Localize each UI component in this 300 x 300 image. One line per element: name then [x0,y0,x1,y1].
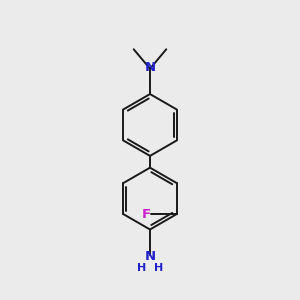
Text: H: H [154,263,163,273]
Text: N: N [144,61,156,74]
Text: F: F [142,208,151,220]
Text: H: H [137,263,146,273]
Text: N: N [144,250,156,263]
